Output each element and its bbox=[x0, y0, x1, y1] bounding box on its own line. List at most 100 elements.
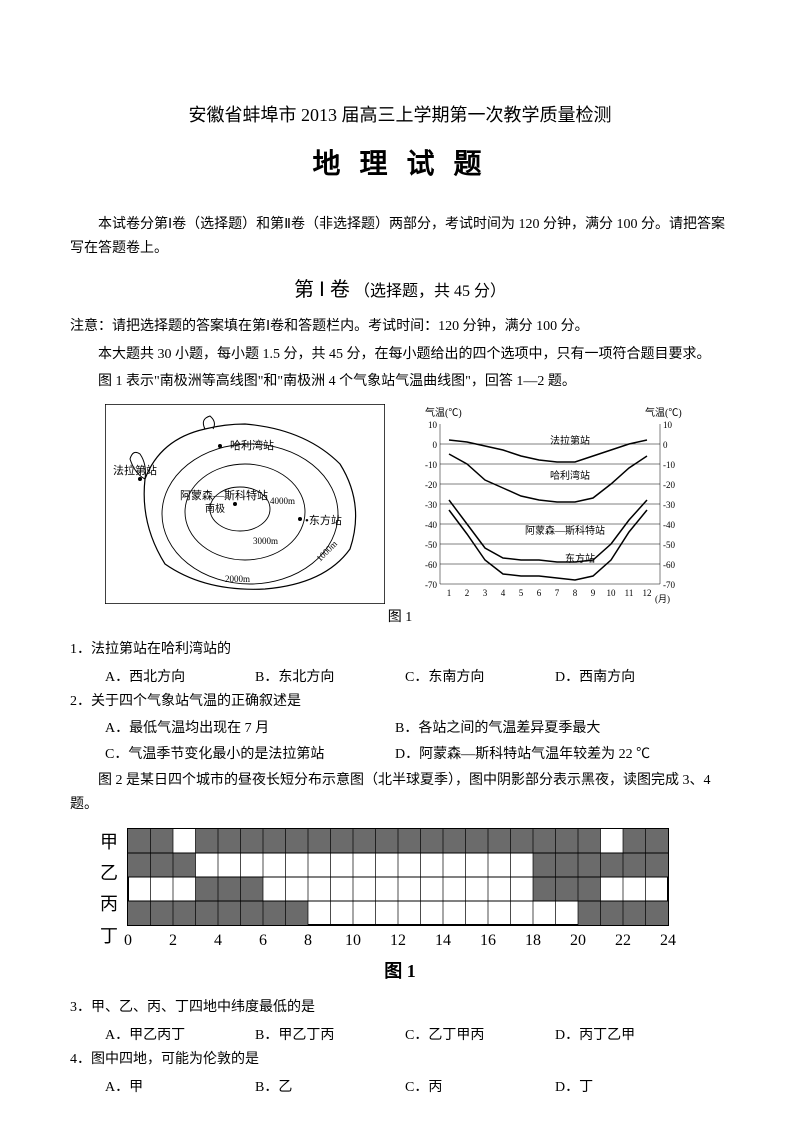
svg-text:法拉第站: 法拉第站 bbox=[550, 434, 590, 447]
svg-text:11: 11 bbox=[625, 588, 634, 598]
svg-text:4: 4 bbox=[214, 932, 222, 949]
exam-instruction: 本大题共 30 小题，每小题 1.5 分，共 45 分，在每小题给出的四个选项中… bbox=[70, 343, 730, 367]
svg-text:气温(℃): 气温(℃) bbox=[645, 406, 682, 419]
daynight-chart: 甲 乙 丙 丁 bbox=[100, 827, 700, 952]
svg-text:8: 8 bbox=[304, 932, 312, 949]
row-label-2: 乙 bbox=[100, 858, 118, 889]
svg-text:东方站: 东方站 bbox=[565, 552, 595, 565]
svg-text:-20: -20 bbox=[663, 480, 675, 490]
svg-text:3: 3 bbox=[483, 588, 488, 598]
svg-text:-40: -40 bbox=[425, 520, 437, 530]
q4-opt-a: A．甲 bbox=[105, 1076, 255, 1100]
q1-opt-a: A．西北方向 bbox=[105, 666, 255, 690]
svg-text:9: 9 bbox=[591, 588, 596, 598]
svg-text:6: 6 bbox=[537, 588, 542, 598]
figure1-row: 哈利湾站 法拉第站 阿蒙森—斯科特站 南极 4000m •东方站 3000m 2… bbox=[70, 404, 730, 604]
svg-text:-70: -70 bbox=[663, 580, 675, 590]
main-title: 安徽省蚌埠市 2013 届高三上学期第一次教学质量检测 bbox=[70, 100, 730, 131]
section-title: 第 Ⅰ 卷 （选择题，共 45 分） bbox=[70, 273, 730, 307]
q2-opt-b: B．各站之间的气温差异夏季最大 bbox=[395, 721, 600, 736]
svg-text:14: 14 bbox=[435, 932, 451, 949]
q4-opt-d: D．丁 bbox=[555, 1076, 705, 1100]
q1-opts: A．西北方向 B．东北方向 C．东南方向 D．西南方向 bbox=[70, 666, 730, 690]
row-label-3: 丙 bbox=[100, 889, 118, 920]
svg-text:-20: -20 bbox=[425, 480, 437, 490]
svg-text:2000m: 2000m bbox=[225, 574, 250, 584]
q3-opts: A．甲乙丙丁 B．甲乙丁丙 C．乙丁甲丙 D．丙丁乙甲 bbox=[70, 1024, 730, 1048]
intro-para: 本试卷分第Ⅰ卷（选择题）和第Ⅱ卷（非选择题）两部分，考试时间为 120 分钟，满… bbox=[70, 213, 730, 261]
q4-opts: A．甲 B．乙 C．丙 D．丁 bbox=[70, 1076, 730, 1100]
svg-text:哈利湾站: 哈利湾站 bbox=[550, 469, 590, 482]
svg-text:4: 4 bbox=[501, 588, 506, 598]
q2-opts: A．最低气温均出现在 7 月B．各站之间的气温差异夏季最大 C．气温季节变化最小… bbox=[70, 717, 730, 767]
svg-text:22: 22 bbox=[615, 932, 631, 949]
svg-text:-50: -50 bbox=[663, 540, 675, 550]
svg-text:2: 2 bbox=[465, 588, 470, 598]
svg-text:0: 0 bbox=[663, 440, 668, 450]
q3-opt-d: D．丙丁乙甲 bbox=[555, 1024, 705, 1048]
q2-opt-a: A．最低气温均出现在 7 月 bbox=[105, 717, 395, 741]
q1-opt-d: D．西南方向 bbox=[555, 666, 705, 690]
svg-text:-10: -10 bbox=[425, 460, 437, 470]
svg-text:0: 0 bbox=[124, 932, 132, 949]
fig1-caption: 图 1 bbox=[70, 606, 730, 630]
svg-text:南极: 南极 bbox=[205, 502, 225, 515]
q3-stem: 3．甲、乙、丙、丁四地中纬度最低的是 bbox=[70, 996, 730, 1020]
svg-text:-30: -30 bbox=[663, 500, 675, 510]
q1-opt-b: B．东北方向 bbox=[255, 666, 405, 690]
svg-text:4000m: 4000m bbox=[270, 496, 295, 506]
svg-text:-70: -70 bbox=[425, 580, 437, 590]
svg-text:(月): (月) bbox=[655, 594, 670, 604]
row-label-1: 甲 bbox=[100, 827, 118, 858]
sub-title: 地 理 试 题 bbox=[70, 141, 730, 189]
svg-text:24: 24 bbox=[660, 932, 676, 949]
svg-text:•东方站: •东方站 bbox=[305, 513, 342, 527]
svg-text:6: 6 bbox=[259, 932, 267, 949]
svg-text:法拉第站: 法拉第站 bbox=[113, 463, 157, 477]
fig1-intro: 图 1 表示"南极洲等高线图"和"南极洲 4 个气象站气温曲线图"，回答 1—2… bbox=[70, 370, 730, 394]
svg-text:16: 16 bbox=[480, 932, 496, 949]
svg-text:8: 8 bbox=[573, 588, 578, 598]
temperature-chart: 气温(℃) 气温(℃) 100-10 -20-30-40 -50-60-70 1… bbox=[395, 404, 695, 604]
svg-text:-60: -60 bbox=[663, 560, 675, 570]
antarctica-map: 哈利湾站 法拉第站 阿蒙森—斯科特站 南极 4000m •东方站 3000m 2… bbox=[105, 404, 385, 604]
svg-text:气温(℃): 气温(℃) bbox=[425, 406, 462, 419]
svg-text:-30: -30 bbox=[425, 500, 437, 510]
q4-stem: 4．图中四地，可能为伦敦的是 bbox=[70, 1048, 730, 1072]
svg-text:阿蒙森—斯科特站: 阿蒙森—斯科特站 bbox=[525, 524, 605, 537]
q4-opt-b: B．乙 bbox=[255, 1076, 405, 1100]
q2-stem: 2．关于四个气象站气温的正确叙述是 bbox=[70, 690, 730, 714]
section-label-small: （选择题，共 45 分） bbox=[354, 283, 506, 300]
svg-text:20: 20 bbox=[570, 932, 586, 949]
svg-text:3000m: 3000m bbox=[253, 536, 278, 546]
svg-text:哈利湾站: 哈利湾站 bbox=[230, 438, 274, 452]
svg-text:-40: -40 bbox=[663, 520, 675, 530]
svg-text:-50: -50 bbox=[425, 540, 437, 550]
svg-text:1: 1 bbox=[447, 588, 452, 598]
svg-text:12: 12 bbox=[643, 588, 652, 598]
section-label-big: 第 Ⅰ 卷 bbox=[294, 279, 350, 301]
fig2-caption: 图 1 bbox=[70, 956, 730, 987]
svg-text:10: 10 bbox=[607, 588, 617, 598]
svg-text:7: 7 bbox=[555, 588, 560, 598]
q2-opt-c: C．气温季节变化最小的是法拉第站 bbox=[105, 743, 395, 767]
row-label-4: 丁 bbox=[100, 921, 118, 952]
q1-stem: 1．法拉第站在哈利湾站的 bbox=[70, 638, 730, 662]
svg-text:10: 10 bbox=[663, 420, 673, 430]
q4-opt-c: C．丙 bbox=[405, 1076, 555, 1100]
svg-text:0: 0 bbox=[433, 440, 438, 450]
q3-opt-b: B．甲乙丁丙 bbox=[255, 1024, 405, 1048]
row-labels: 甲 乙 丙 丁 bbox=[100, 827, 118, 952]
q3-opt-a: A．甲乙丙丁 bbox=[105, 1024, 255, 1048]
q3-opt-c: C．乙丁甲丙 bbox=[405, 1024, 555, 1048]
svg-text:18: 18 bbox=[525, 932, 541, 949]
svg-text:12: 12 bbox=[390, 932, 406, 949]
svg-text:10: 10 bbox=[428, 420, 438, 430]
exam-note: 注意：请把选择题的答案填在第Ⅰ卷和答题栏内。考试时间：120 分钟，满分 100… bbox=[70, 315, 730, 339]
svg-text:阿蒙森—斯科特站: 阿蒙森—斯科特站 bbox=[180, 488, 268, 502]
svg-text:10: 10 bbox=[345, 932, 361, 949]
svg-text:-10: -10 bbox=[663, 460, 675, 470]
fig2-intro: 图 2 是某日四个城市的昼夜长短分布示意图（北半球夏季），图中阴影部分表示黑夜，… bbox=[70, 769, 730, 817]
svg-text:2: 2 bbox=[169, 932, 177, 949]
svg-text:-60: -60 bbox=[425, 560, 437, 570]
